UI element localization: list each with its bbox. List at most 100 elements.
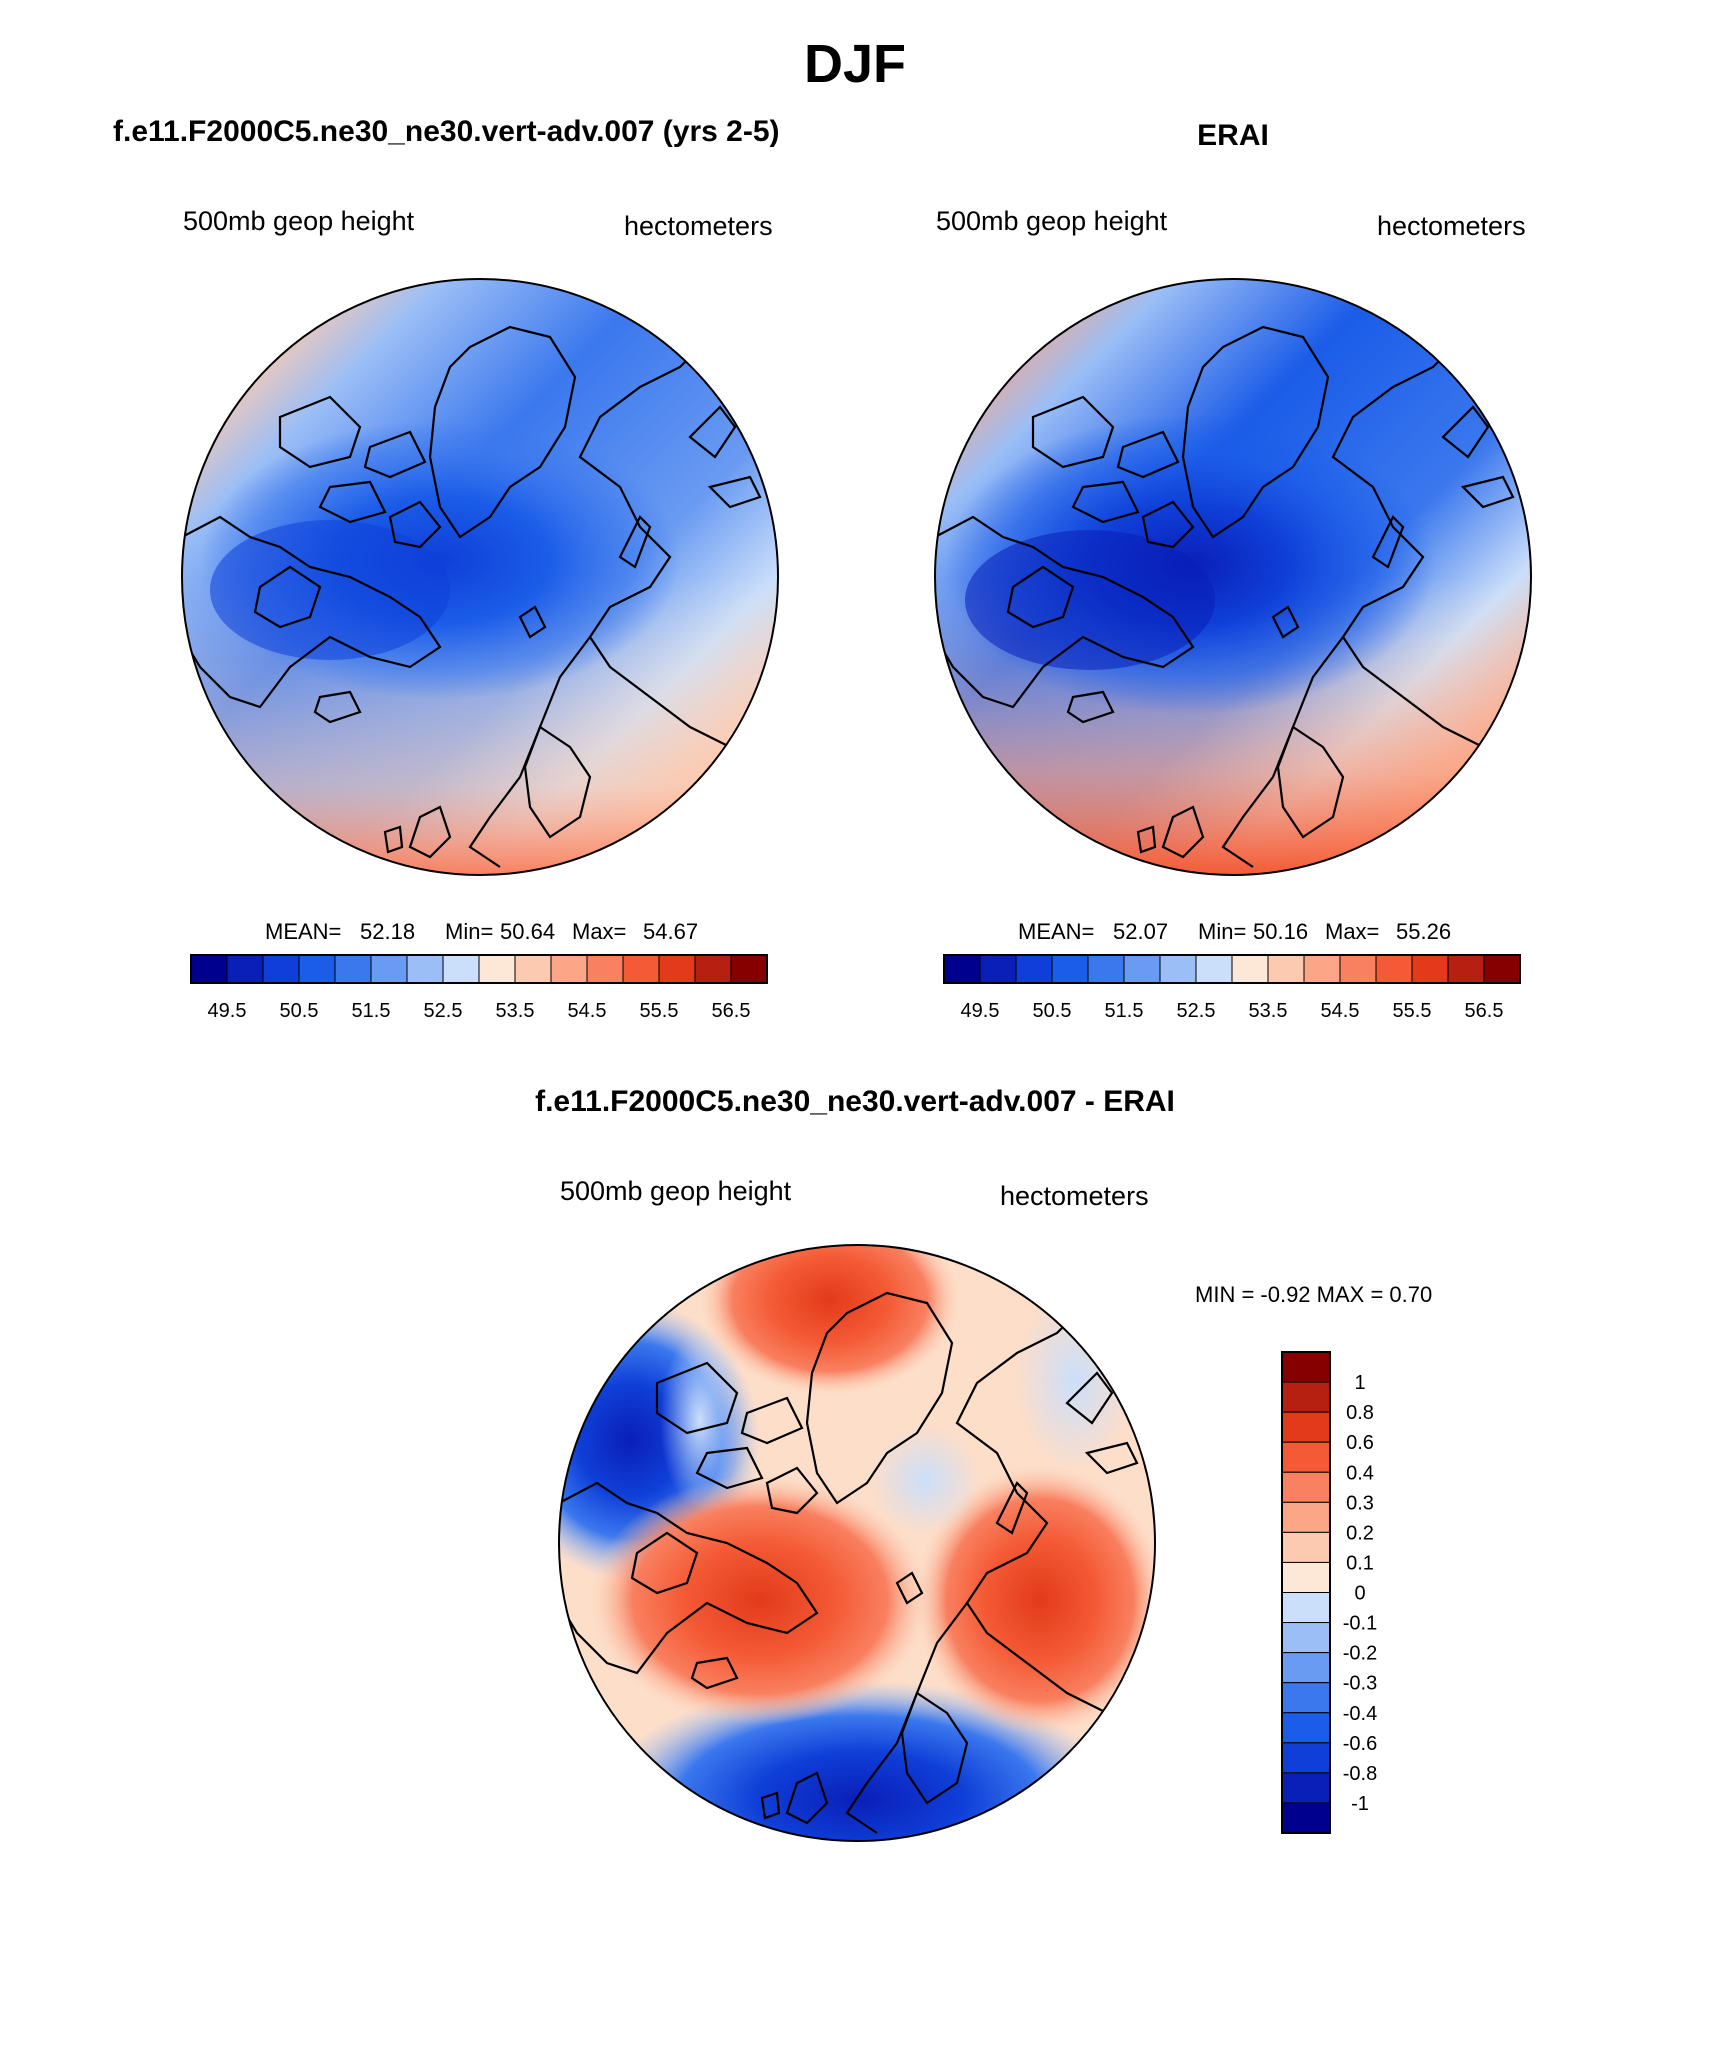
panel-model-colorbar-swatch: [622, 954, 660, 984]
panel-obs-colorbar-swatch: [1447, 954, 1485, 984]
panel-obs-colorbar-tick-label: 51.5: [1105, 1000, 1144, 1022]
panel-obs-right-label: hectometers: [1377, 211, 1526, 241]
panel-diff-colorbar-tick-label: -0.8: [1343, 1763, 1377, 1785]
panel-model-colorbar-swatch: [334, 954, 372, 984]
panel-diff-map: [559, 1245, 1155, 1841]
panel-obs-colorbar-swatch: [943, 954, 981, 984]
panel-diff-colorbar-tick-label: -0.3: [1343, 1673, 1377, 1695]
panel-diff-colorbar-tick-label: -0.4: [1343, 1703, 1377, 1725]
panel-model-colorbar-swatch: [478, 954, 516, 984]
panel-model-colorbar-swatch: [298, 954, 336, 984]
panel-obs-colorbar-tick-label: 50.5: [1033, 1000, 1072, 1022]
panel-obs-colorbar-tick-label: 56.5: [1465, 1000, 1504, 1022]
panel-obs-title: ERAI: [1197, 119, 1269, 152]
panel-obs-mean-value: 52.07: [1113, 919, 1168, 944]
panel-diff-colorbar-tick-label: 0.4: [1346, 1462, 1374, 1484]
panel-obs-min-label: Min=: [1198, 919, 1246, 944]
panel-model-colorbar-tick-label: 54.5: [568, 1000, 607, 1022]
panel-model-colorbar-frame: [190, 954, 768, 984]
panel-obs-colorbar-swatch: [1195, 954, 1233, 984]
panel-model-colorbar-swatch: [262, 954, 300, 984]
panel-obs-colorbar-tick-label: 55.5: [1393, 1000, 1432, 1022]
panel-model-left-label: 500mb geop height: [183, 206, 415, 236]
panel-model-colorbar-swatch: [658, 954, 696, 984]
panel-diff-colorbar-swatch: [1281, 1531, 1331, 1563]
panel-model-colorbar-swatch: [442, 954, 480, 984]
panel-model-colorbar-tick-label: 49.5: [208, 1000, 247, 1022]
panel-obs-max-label: Max=: [1325, 919, 1379, 944]
panel-diff-colorbar-swatch: [1281, 1622, 1331, 1654]
panel-obs-colorbar-swatch: [1483, 954, 1521, 984]
panel-obs-max-value: 55.26: [1396, 919, 1451, 944]
panel-model-map-border: [181, 278, 779, 876]
panel-obs-colorbar-swatch: [1231, 954, 1269, 984]
panel-diff-colorbar-swatch: [1281, 1411, 1331, 1443]
panel-model-max-value: 54.67: [643, 919, 698, 944]
panel-model-mean-label: MEAN=: [265, 919, 341, 944]
panel-diff-colorbar-tick-label: 0.2: [1346, 1522, 1374, 1544]
panel-model-colorbar-swatch: [550, 954, 588, 984]
panel-model-colorbar-tick-label: 56.5: [712, 1000, 751, 1022]
panel-diff-colorbar-swatch: [1281, 1742, 1331, 1774]
panel-obs-colorbar-swatch: [1159, 954, 1197, 984]
panel-diff-colorbar: 1 0.8 0.6 0.4 0.3 0.2 0.1 0 -0.1 -0.2 -0.3 -0.4 -0.6…: [1281, 1351, 1377, 1834]
panel-obs-colorbar-swatch: [1303, 954, 1341, 984]
panel-model-max-label: Max=: [572, 919, 626, 944]
panel-model-map: [182, 279, 778, 875]
panel-diff-colorbar-swatch: [1281, 1351, 1331, 1383]
panel-obs: ERAI 500mb geop height hectometers MEAN=…: [934, 119, 1532, 1022]
panel-diff-colorbar-swatch: [1281, 1802, 1331, 1834]
panel-obs-colorbar-swatch: [1015, 954, 1053, 984]
panel-diff-colorbar-swatch: [1281, 1592, 1331, 1624]
panel-model-colorbar-swatch: [190, 954, 228, 984]
panel-obs-colorbar-tick-label: 53.5: [1249, 1000, 1288, 1022]
panel-diff-map-border: [558, 1244, 1156, 1842]
panel-diff-title: f.e11.F2000C5.ne30_ne30.vert-adv.007 - E…: [535, 1085, 1175, 1118]
panel-obs-map-border: [934, 278, 1532, 876]
panel-diff-colorbar-tick-label: -0.6: [1343, 1733, 1377, 1755]
panel-model-colorbar-swatch: [514, 954, 552, 984]
panel-diff-colorbar-tick-label: 0.1: [1346, 1552, 1374, 1574]
panel-model-colorbar-swatch: [370, 954, 408, 984]
panel-model-colorbar-swatch: [730, 954, 768, 984]
panel-model-colorbar-tick-label: 51.5: [352, 1000, 391, 1022]
panel-model-min-value: 50.64: [500, 919, 555, 944]
panel-diff-colorbar-tick-label: -0.1: [1343, 1613, 1377, 1635]
panel-diff-colorbar-tick-label: -0.2: [1343, 1643, 1377, 1665]
panel-obs-colorbar-swatch: [1375, 954, 1413, 984]
panel-model: f.e11.F2000C5.ne30_ne30.vert-adv.007 (yr…: [113, 115, 780, 1022]
panel-obs-colorbar-swatch: [1267, 954, 1305, 984]
panel-diff-colorbar-swatch: [1281, 1381, 1331, 1413]
panel-model-colorbar-tick-label: 50.5: [280, 1000, 319, 1022]
panel-model-colorbar-tick-label: 53.5: [496, 1000, 535, 1022]
panel-diff-colorbar-tick-label: 0: [1354, 1583, 1365, 1605]
panel-model-right-label: hectometers: [624, 211, 773, 241]
panel-diff-colorbar-swatch: [1281, 1501, 1331, 1533]
panel-diff-colorbar-tick-label: 0.8: [1346, 1402, 1374, 1424]
panel-model-min-label: Min=: [445, 919, 493, 944]
panel-diff-left-label: 500mb geop height: [560, 1176, 792, 1206]
panel-obs-colorbar-swatch: [979, 954, 1017, 984]
panel-model-colorbar-tick-label: 55.5: [640, 1000, 679, 1022]
panel-model-colorbar: 49.5 50.5 51.5 52.5 53.5 54.5 55.5 56.5: [190, 954, 768, 1022]
panel-model-colorbar-tick-label: 52.5: [424, 1000, 463, 1022]
panel-diff-colorbar-swatch: [1281, 1561, 1331, 1593]
panel-obs-colorbar-swatch: [1339, 954, 1377, 984]
panel-diff-colorbar-swatch: [1281, 1441, 1331, 1473]
panel-diff-colorbar-swatch: [1281, 1772, 1331, 1804]
panel-obs-mean-label: MEAN=: [1018, 919, 1094, 944]
panel-obs-colorbar-tick-label: 52.5: [1177, 1000, 1216, 1022]
panel-diff-colorbar-swatch: [1281, 1712, 1331, 1744]
panel-diff-colorbar-swatch: [1281, 1652, 1331, 1684]
panel-diff-colorbar-swatch: [1281, 1471, 1331, 1503]
panel-obs-left-label: 500mb geop height: [936, 206, 1168, 236]
panel-obs-colorbar: 49.5 50.5 51.5 52.5 53.5 54.5 55.5 56.5: [943, 954, 1521, 1022]
panel-obs-min-value: 50.16: [1253, 919, 1308, 944]
panel-obs-colorbar-swatch: [1411, 954, 1449, 984]
panel-model-title: f.e11.F2000C5.ne30_ne30.vert-adv.007 (yr…: [113, 115, 780, 148]
panel-model-mean-value: 52.18: [360, 919, 415, 944]
panel-diff-right-label: hectometers: [1000, 1181, 1149, 1211]
panel-obs-colorbar-tick-label: 54.5: [1321, 1000, 1360, 1022]
panel-obs-colorbar-swatch: [1087, 954, 1125, 984]
